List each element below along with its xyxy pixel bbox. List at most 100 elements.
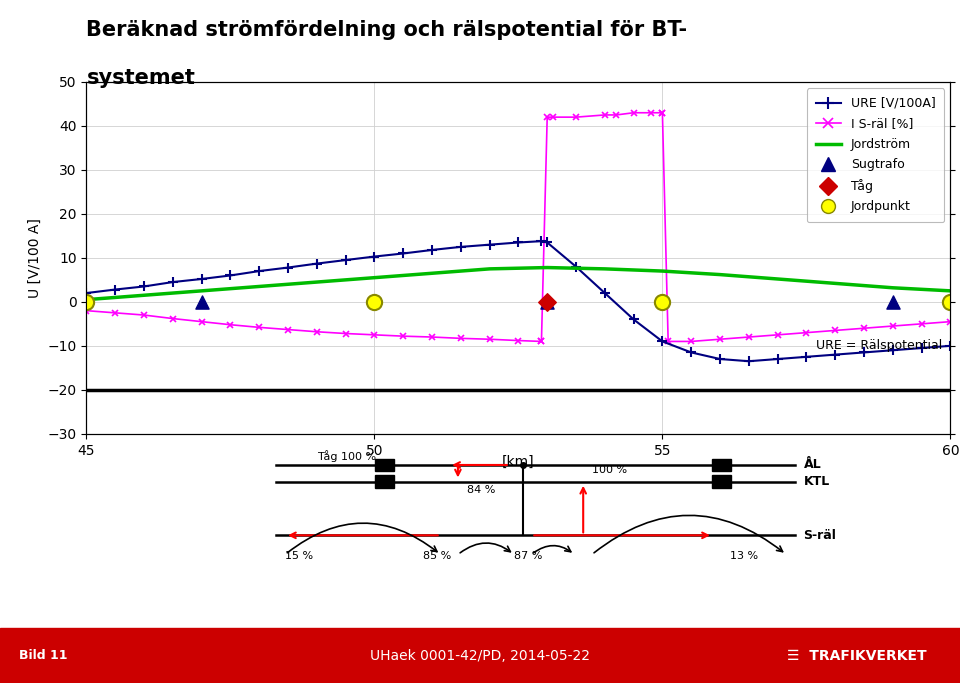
Bar — [712, 475, 731, 488]
Jordström — [484, 265, 495, 273]
I S-räl [%] — [801, 329, 812, 337]
URE [V/100A] — [541, 238, 553, 247]
Text: KTL: KTL — [804, 475, 829, 488]
URE [V/100A] — [455, 242, 467, 251]
Point — [655, 296, 670, 307]
Text: 87 %: 87 % — [515, 550, 542, 561]
I S-räl [%] — [484, 335, 495, 344]
Text: 84 %: 84 % — [467, 486, 495, 495]
I S-räl [%] — [81, 307, 92, 315]
I S-räl [%] — [570, 113, 582, 122]
Jordström — [138, 291, 150, 299]
I S-räl [%] — [887, 322, 899, 330]
Jordström — [657, 267, 668, 275]
URE [V/100A] — [570, 262, 582, 270]
URE [V/100A] — [772, 355, 783, 363]
I S-räl [%] — [311, 328, 323, 336]
Jordström — [81, 296, 92, 304]
I S-räl [%] — [743, 333, 755, 341]
Point — [79, 296, 94, 307]
Text: 15 %: 15 % — [285, 550, 313, 561]
I S-räl [%] — [167, 314, 179, 322]
URE [V/100A] — [657, 337, 668, 346]
Text: Tåg 100 %: Tåg 100 % — [318, 451, 375, 462]
I S-räl [%] — [109, 309, 121, 317]
Jordström — [887, 283, 899, 292]
Text: 85 %: 85 % — [423, 550, 451, 561]
URE [V/100A] — [743, 357, 755, 365]
I S-räl [%] — [685, 337, 697, 346]
I S-räl [%] — [772, 331, 783, 339]
I S-räl [%] — [253, 323, 265, 331]
I S-räl [%] — [916, 320, 927, 328]
Text: UHaek 0001-42/PD, 2014-05-22: UHaek 0001-42/PD, 2014-05-22 — [370, 649, 590, 663]
URE [V/100A] — [311, 260, 323, 268]
X-axis label: [km]: [km] — [502, 455, 535, 469]
Jordström — [253, 282, 265, 290]
URE [V/100A] — [109, 285, 121, 294]
URE [V/100A] — [397, 249, 409, 257]
URE [V/100A] — [513, 238, 524, 247]
Jordström — [311, 278, 323, 286]
I S-räl [%] — [513, 337, 524, 345]
Point — [367, 296, 382, 307]
URE [V/100A] — [225, 271, 236, 279]
URE [V/100A] — [685, 348, 697, 357]
Point — [885, 296, 900, 307]
URE [V/100A] — [829, 350, 841, 359]
URE [V/100A] — [81, 289, 92, 297]
URE [V/100A] — [369, 253, 380, 261]
I S-räl [%] — [611, 111, 622, 119]
Text: systemet: systemet — [86, 68, 195, 88]
Text: S-räl: S-räl — [804, 529, 836, 542]
URE [V/100A] — [138, 282, 150, 290]
I S-räl [%] — [657, 109, 668, 117]
URE [V/100A] — [167, 278, 179, 286]
I S-räl [%] — [858, 324, 870, 333]
Jordström — [426, 269, 438, 277]
Point — [943, 296, 958, 307]
Text: ☰  TRAFIKVERKET: ☰ TRAFIKVERKET — [787, 649, 926, 663]
I S-räl [%] — [196, 318, 207, 326]
URE [V/100A] — [282, 264, 294, 272]
Text: 100 %: 100 % — [591, 465, 627, 475]
I S-räl [%] — [397, 332, 409, 340]
URE [V/100A] — [714, 355, 726, 363]
I S-räl [%] — [225, 320, 236, 329]
Y-axis label: U [V/100 A]: U [V/100 A] — [28, 218, 42, 298]
Line: URE [V/100A]: URE [V/100A] — [82, 236, 955, 366]
I S-räl [%] — [599, 111, 611, 119]
I S-räl [%] — [282, 326, 294, 334]
I S-räl [%] — [138, 311, 150, 319]
Jordström — [599, 265, 611, 273]
Jordström — [945, 287, 956, 295]
I S-räl [%] — [369, 331, 380, 339]
Bar — [375, 475, 394, 488]
Point — [194, 296, 209, 307]
Text: Beräknad strömfördelning och rälspotential för BT-: Beräknad strömfördelning och rälspotenti… — [86, 20, 687, 40]
Point — [540, 296, 555, 307]
URE [V/100A] — [858, 348, 870, 357]
Jordström — [714, 270, 726, 279]
URE [V/100A] — [801, 352, 812, 361]
I S-räl [%] — [662, 337, 674, 346]
Text: Bild 11: Bild 11 — [19, 649, 68, 663]
URE [V/100A] — [484, 240, 495, 249]
I S-räl [%] — [945, 318, 956, 326]
Line: Jordström: Jordström — [86, 268, 950, 300]
Jordström — [829, 279, 841, 288]
I S-räl [%] — [714, 335, 726, 344]
I S-räl [%] — [455, 334, 467, 342]
I S-räl [%] — [541, 113, 553, 122]
Bar — [712, 458, 731, 471]
I S-räl [%] — [340, 329, 351, 337]
URE [V/100A] — [599, 289, 611, 297]
Text: 13 %: 13 % — [730, 550, 758, 561]
Legend: URE [V/100A], I S-räl [%], Jordström, Sugtrafo, Tåg, Jordpunkt: URE [V/100A], I S-räl [%], Jordström, Su… — [807, 88, 944, 222]
Text: URE = Rälspotential: URE = Rälspotential — [816, 339, 943, 352]
URE [V/100A] — [628, 316, 639, 324]
I S-räl [%] — [829, 326, 841, 335]
I S-räl [%] — [536, 337, 547, 346]
URE [V/100A] — [426, 246, 438, 254]
URE [V/100A] — [916, 344, 927, 352]
